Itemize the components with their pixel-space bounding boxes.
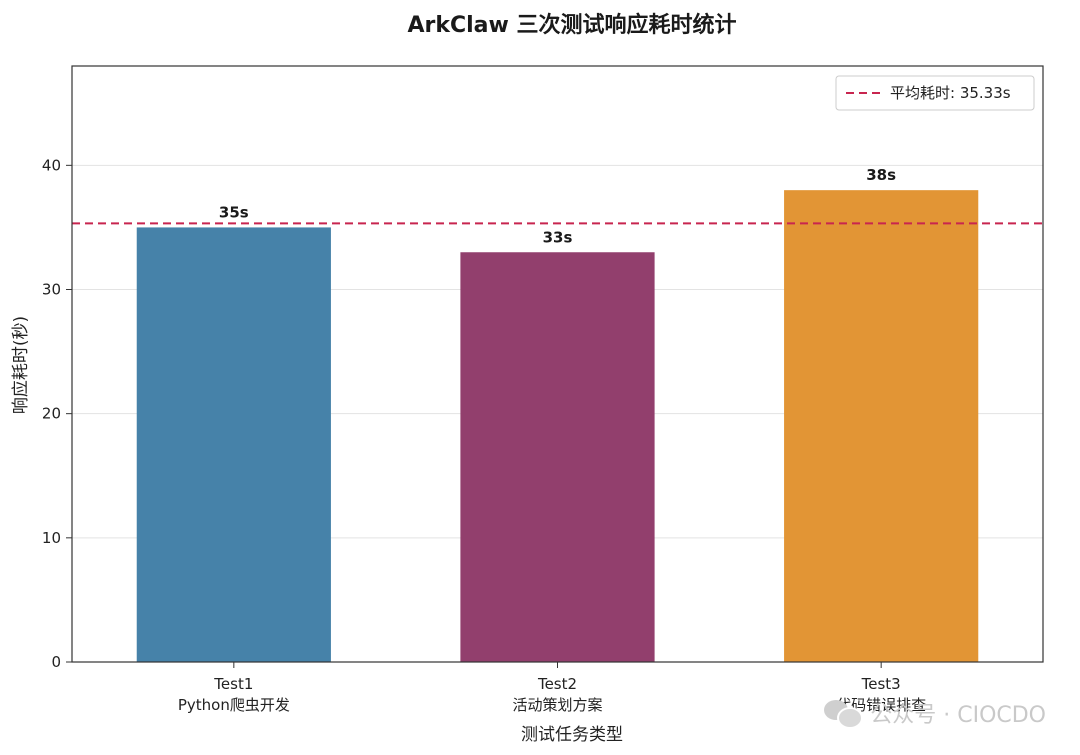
y-axis-label: 响应耗时(秒) — [11, 316, 31, 414]
bar — [136, 227, 331, 662]
y-tick-label: 40 — [42, 156, 61, 174]
chart-title: ArkClaw 三次测试响应耗时统计 — [407, 12, 736, 38]
y-tick-label: 0 — [51, 653, 61, 671]
bar-value-label: 38s — [866, 166, 896, 184]
y-tick-label: 20 — [42, 405, 61, 423]
bar-value-label: 35s — [219, 203, 249, 221]
y-tick-label: 30 — [42, 281, 61, 299]
x-tick-label: Test3 — [861, 675, 901, 693]
x-tick-label: Test1 — [213, 675, 253, 693]
plot-frame — [71, 65, 1044, 663]
watermark-text: 公众号 · CIOCDO — [870, 703, 1046, 728]
x-tick-sublabel: 活动策划方案 — [512, 696, 602, 714]
bar — [460, 252, 655, 662]
wechat-icon — [824, 698, 864, 729]
bar-value-label: 33s — [543, 228, 573, 246]
bar — [784, 190, 979, 662]
legend-label: 平均耗时: 35.33s — [890, 84, 1011, 102]
y-tick-label: 10 — [42, 529, 61, 547]
x-tick-sublabel: Python爬虫开发 — [178, 696, 290, 714]
watermark: 公众号 · CIOCDO — [824, 697, 1046, 729]
x-axis-label: 测试任务类型 — [521, 725, 623, 745]
legend — [835, 75, 1035, 111]
x-tick-label: Test2 — [537, 675, 577, 693]
